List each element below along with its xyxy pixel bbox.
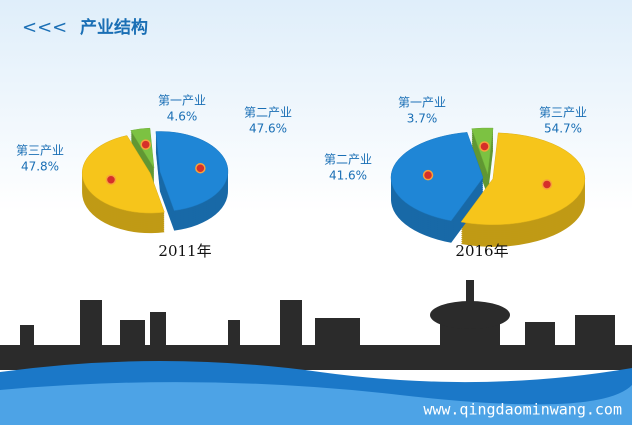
slice-name: 第一产业 <box>158 94 206 108</box>
slice-dot <box>479 141 490 152</box>
slice-dot <box>105 174 117 185</box>
slice-name: 第二产业 <box>324 153 372 167</box>
chart-title: 2016年 <box>455 242 508 260</box>
slice-value: 3.7% <box>407 112 438 126</box>
slice-name: 第三产业 <box>16 144 64 158</box>
slice-dot <box>422 169 434 181</box>
slice <box>81 135 165 214</box>
slice-dot <box>140 139 151 150</box>
pie <box>390 127 586 247</box>
slice-value: 54.7% <box>544 122 582 136</box>
slice-dot <box>195 162 206 174</box>
slice-name: 第一产业 <box>398 96 446 110</box>
slice-value: 4.6% <box>167 110 198 124</box>
chart-title: 2011年 <box>158 242 211 260</box>
slice <box>460 132 586 226</box>
slice <box>155 131 229 211</box>
slice-dot <box>541 179 553 190</box>
watermark: www.qingdaominwang.com <box>423 401 622 419</box>
slice-value: 41.6% <box>329 169 367 183</box>
wave-light <box>0 382 632 425</box>
slice-name: 第二产业 <box>244 106 292 120</box>
slice-name: 第三产业 <box>539 106 587 120</box>
header-arrows: <<< <box>22 17 67 38</box>
slice-value: 47.8% <box>21 160 59 174</box>
skyline <box>0 280 632 370</box>
header-title: 产业结构 <box>80 17 148 38</box>
slice-value: 47.6% <box>249 122 287 136</box>
slice <box>390 132 484 222</box>
pie <box>81 127 229 234</box>
